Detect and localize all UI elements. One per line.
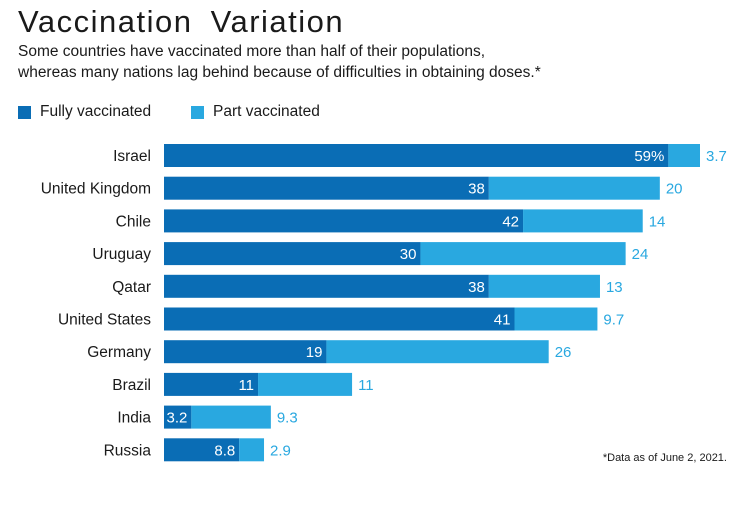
bar-fully-qatar — [164, 274, 489, 298]
value-label-part-uruguay: 24 — [632, 246, 649, 263]
bar-fully-israel — [164, 144, 669, 167]
bar-fully-uruguay — [164, 242, 421, 266]
value-label-part-brazil: 11 — [358, 377, 374, 394]
category-label-uruguay: Uruguay — [92, 246, 151, 263]
value-label-part-israel: 3.7 — [706, 148, 727, 165]
subtitle-line-1: Some countries have vaccinated more than… — [18, 43, 485, 60]
legend-item-fully-vaccinated: Fully vaccinated — [18, 103, 151, 121]
legend-label-part: Part vaccinated — [213, 103, 320, 120]
chart-subtitle: Some countries have vaccinated more than… — [18, 41, 718, 83]
legend-swatch-fully — [18, 105, 31, 119]
value-label-part-india: 9.3 — [277, 410, 298, 427]
subtitle-line-2: whereas many nations lag behind because … — [18, 64, 541, 81]
value-label-fully-india: 3.2 — [166, 410, 187, 427]
bar-part-uruguay — [420, 242, 626, 266]
category-label-russia: Russia — [104, 442, 152, 459]
bar-fully-united-kingdom — [164, 176, 489, 200]
category-label-united-kingdom: United Kingdom — [41, 181, 151, 198]
value-label-fully-chile: 42 — [502, 213, 519, 230]
value-label-part-germany: 26 — [555, 344, 572, 361]
category-label-brazil: Brazil — [112, 377, 151, 394]
value-label-part-united-kingdom: 20 — [666, 181, 683, 198]
value-label-part-chile: 14 — [649, 213, 666, 230]
value-label-fully-uruguay: 30 — [400, 246, 417, 263]
bar-part-united-kingdom — [488, 176, 660, 200]
value-label-fully-united-kingdom: 38 — [468, 181, 485, 198]
bar-part-chile — [523, 209, 643, 233]
category-label-qatar: Qatar — [112, 279, 151, 296]
bar-fully-india — [164, 405, 192, 429]
value-label-fully-united-states: 41 — [494, 312, 511, 329]
bar-part-brazil — [258, 372, 353, 396]
bar-part-israel — [668, 144, 700, 167]
legend-item-part-vaccinated: Part vaccinated — [191, 103, 320, 121]
category-label-germany: Germany — [87, 344, 151, 361]
bar-part-russia — [239, 438, 265, 462]
value-label-fully-israel: 59% — [634, 148, 664, 165]
value-label-part-united-states: 9.7 — [603, 312, 624, 329]
bar-fully-united-states — [164, 307, 515, 331]
bar-fully-chile — [164, 209, 524, 233]
chart-title: Vaccination Variation — [18, 4, 345, 39]
bar-part-germany — [326, 340, 549, 364]
legend-swatch-part — [191, 105, 204, 119]
bar-part-india — [191, 405, 271, 429]
footnote: *Data as of June 2, 2021. — [602, 452, 727, 464]
value-label-part-qatar: 13 — [606, 279, 623, 296]
bar-part-qatar — [488, 274, 600, 298]
category-label-india: India — [117, 410, 151, 427]
category-label-israel: Israel — [113, 148, 151, 165]
value-label-fully-brazil: 11 — [238, 377, 254, 394]
value-label-fully-germany: 19 — [306, 344, 323, 361]
category-label-united-states: United States — [58, 312, 151, 329]
category-label-chile: Chile — [116, 213, 151, 230]
bar-fully-germany — [164, 340, 327, 364]
bar-fully-brazil — [164, 372, 259, 396]
bar-fully-russia — [164, 438, 240, 462]
value-label-part-russia: 2.9 — [270, 442, 291, 459]
value-label-fully-russia: 8.8 — [214, 442, 235, 459]
value-label-fully-qatar: 38 — [468, 279, 485, 296]
bar-part-united-states — [514, 307, 598, 331]
legend-label-fully: Fully vaccinated — [40, 103, 152, 120]
